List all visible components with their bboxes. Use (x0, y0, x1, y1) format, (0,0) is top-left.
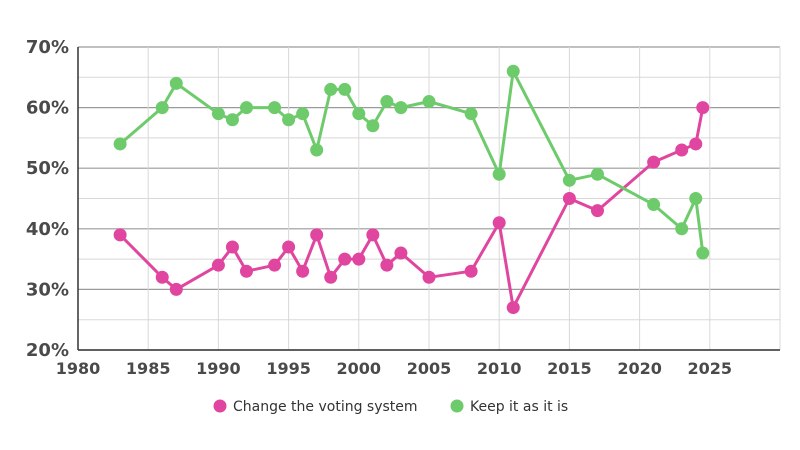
data-point (562, 173, 576, 187)
y-tick-label: 70% (26, 37, 69, 58)
data-point (296, 107, 310, 121)
data-point (590, 167, 604, 181)
x-tick-label: 2005 (407, 359, 452, 378)
x-tick-label: 2020 (617, 359, 662, 378)
data-point (324, 270, 338, 284)
data-point (324, 82, 338, 96)
legend-label: Change the voting system (233, 399, 418, 415)
grid (77, 46, 781, 351)
data-point (696, 101, 710, 115)
data-point (506, 301, 520, 315)
data-point (492, 167, 506, 181)
x-tick-label: 1980 (56, 359, 101, 378)
data-point (675, 222, 689, 236)
x-tick-label: 2025 (688, 359, 733, 378)
y-tick-label: 60% (26, 98, 69, 119)
x-tick-label: 2015 (547, 359, 592, 378)
data-point (155, 101, 169, 115)
data-point (338, 82, 352, 96)
x-axis: 1980 1985 1990 1995 2000 2005 2010 2015 2020 2025 (56, 359, 732, 378)
data-point (268, 101, 282, 115)
data-point (675, 143, 689, 157)
data-point (380, 95, 394, 109)
x-tick-label: 2010 (477, 359, 522, 378)
data-point (296, 264, 310, 278)
data-point (647, 155, 661, 169)
data-point (169, 282, 183, 296)
data-point (492, 216, 506, 230)
data-point (689, 192, 703, 205)
data-point (310, 228, 324, 242)
data-point (225, 113, 239, 127)
legend-marker (450, 399, 464, 413)
data-point (464, 264, 478, 278)
data-point (169, 76, 183, 90)
data-point (113, 137, 127, 151)
data-point (268, 258, 282, 272)
y-tick-label: 20% (26, 340, 69, 361)
data-point (113, 228, 127, 242)
data-point (282, 240, 296, 254)
data-point (352, 107, 366, 121)
data-point (338, 252, 352, 266)
data-point (366, 119, 380, 133)
x-tick-label: 1990 (196, 359, 241, 378)
data-point (211, 258, 225, 272)
data-point (590, 204, 604, 218)
data-point (380, 258, 394, 272)
x-tick-label: 1995 (266, 359, 311, 378)
legend-marker (213, 399, 227, 413)
data-point (366, 228, 380, 242)
data-point (211, 107, 225, 121)
x-tick-label: 2000 (337, 359, 382, 378)
legend: Change the voting system Keep it as it is (213, 399, 568, 415)
data-point (464, 107, 478, 121)
data-point (394, 101, 408, 115)
data-point (422, 95, 436, 109)
y-axis: 20% 30% 40% 50% 60% 70% (26, 37, 69, 361)
legend-label: Keep it as it is (470, 399, 568, 415)
data-point (239, 101, 253, 115)
data-point (689, 137, 703, 151)
data-point (696, 246, 710, 260)
y-tick-label: 40% (26, 219, 69, 240)
series-lines (119, 69, 705, 310)
x-tick-label: 1985 (126, 359, 171, 378)
series-line-1 (119, 69, 705, 254)
series-points (113, 64, 710, 315)
data-point (647, 198, 661, 212)
data-point (310, 143, 324, 157)
data-point (225, 240, 239, 254)
data-point (239, 264, 253, 278)
y-tick-label: 30% (26, 279, 69, 300)
data-point (155, 270, 169, 284)
y-tick-label: 50% (26, 158, 69, 179)
data-point (394, 246, 408, 260)
data-point (562, 192, 576, 205)
data-point (422, 270, 436, 284)
data-point (506, 64, 520, 78)
data-point (282, 113, 296, 127)
data-point (352, 252, 366, 266)
